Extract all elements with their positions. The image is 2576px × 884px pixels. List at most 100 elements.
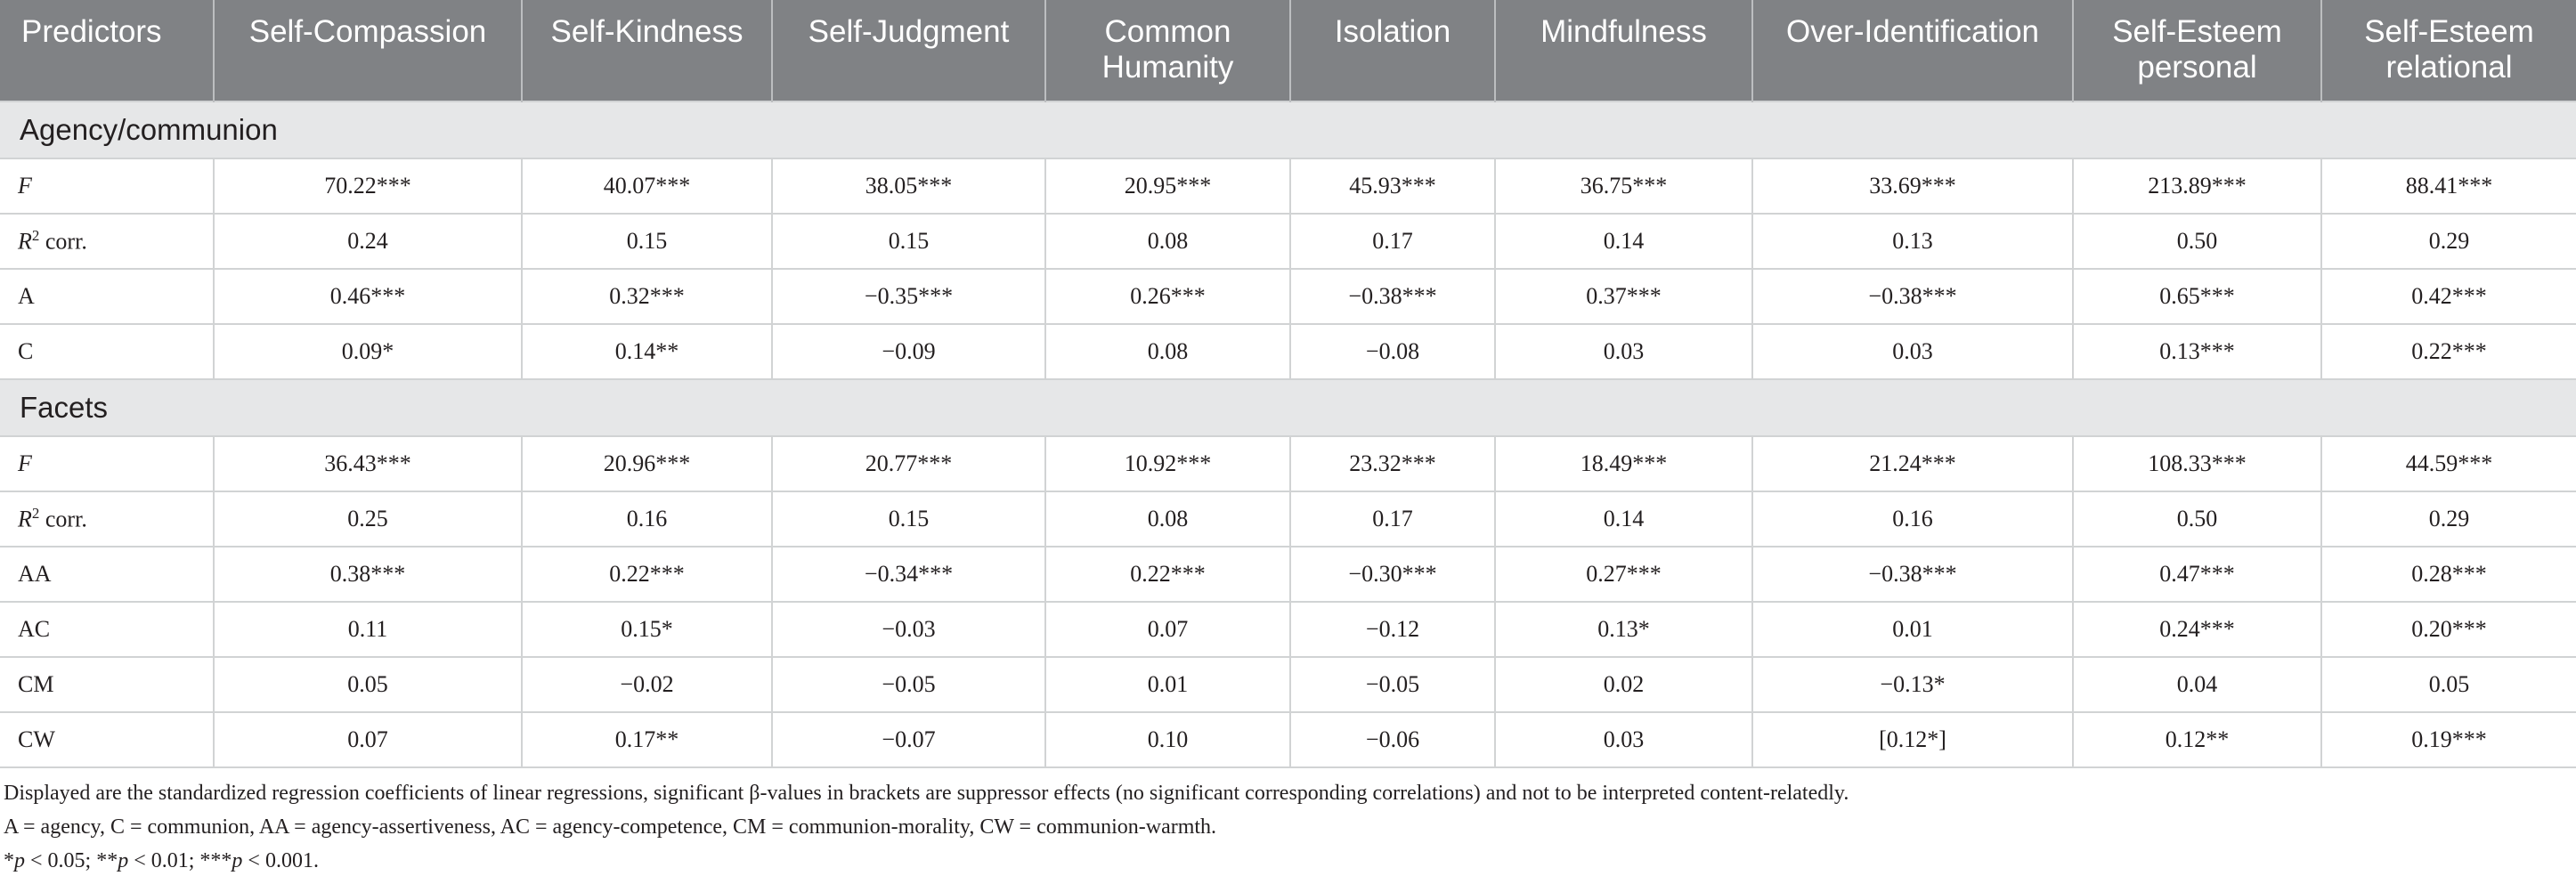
value-cell-over-identification: 0.01 — [1751, 602, 2073, 658]
r-squared-suffix: corr. — [39, 228, 87, 255]
value-cell-over-identification: −0.38*** — [1751, 269, 2073, 325]
value-cell-self-esteem-relational: 0.19*** — [2320, 712, 2576, 768]
value-cell-isolation: 45.93*** — [1289, 158, 1495, 215]
predictor-cell: AA — [0, 547, 214, 603]
header-self-esteem-personal: Self-Esteem personal — [2072, 0, 2321, 101]
sig-p: p — [118, 849, 129, 872]
predictor-label: AC — [18, 616, 51, 642]
value-cell-self-esteem-personal: 0.50 — [2072, 214, 2321, 270]
value-cell-self-judgment: −0.05 — [771, 657, 1045, 713]
value-cell-self-compassion: 0.07 — [213, 712, 522, 768]
value-cell-self-kindness: −0.02 — [521, 657, 772, 713]
table-row: AA 0.38*** 0.22*** −0.34*** 0.22*** −0.30*** 0… — [0, 547, 2576, 603]
value-cell-over-identification: 0.13 — [1751, 214, 2073, 270]
predictor-label: F — [18, 173, 32, 199]
predictor-cell: F — [0, 436, 214, 492]
predictor-cell: A — [0, 269, 214, 325]
value-cell-over-identification: −0.38*** — [1751, 547, 2073, 603]
value-cell-isolation: 23.32*** — [1289, 436, 1495, 492]
value-cell-self-esteem-relational: 0.28*** — [2320, 547, 2576, 603]
value-cell-self-esteem-personal: 0.47*** — [2072, 547, 2321, 603]
value-cell-isolation: −0.06 — [1289, 712, 1495, 768]
table-row: F 70.22*** 40.07*** 38.05*** 20.95*** 45.93**… — [0, 158, 2576, 215]
value-cell-mindfulness: 0.27*** — [1494, 547, 1752, 603]
value-cell-mindfulness: 36.75*** — [1494, 158, 1752, 215]
value-cell-self-compassion: 36.43*** — [213, 436, 522, 492]
value-cell-isolation: −0.05 — [1289, 657, 1495, 713]
value-cell-common-humanity: 0.01 — [1044, 657, 1290, 713]
value-cell-over-identification: −0.13* — [1751, 657, 2073, 713]
value-cell-self-kindness: 0.15* — [521, 602, 772, 658]
value-cell-common-humanity: 0.10 — [1044, 712, 1290, 768]
value-cell-isolation: −0.30*** — [1289, 547, 1495, 603]
value-cell-self-esteem-personal: 0.13*** — [2072, 324, 2321, 380]
value-cell-self-esteem-relational: 44.59*** — [2320, 436, 2576, 492]
value-cell-mindfulness: 0.03 — [1494, 712, 1752, 768]
value-cell-self-esteem-relational: 0.05 — [2320, 657, 2576, 713]
regression-results-table: Predictors Self-Compassion Self-Kindness… — [0, 0, 2576, 768]
header-mindfulness: Mindfulness — [1494, 0, 1752, 101]
value-cell-self-judgment: 20.77*** — [771, 436, 1045, 492]
value-cell-common-humanity: 0.08 — [1044, 214, 1290, 270]
value-cell-common-humanity: 0.22*** — [1044, 547, 1290, 603]
table-row: R2 corr. 0.25 0.16 0.15 0.08 0.17 0.14 0.16 0.50… — [0, 491, 2576, 547]
value-cell-self-judgment: 0.15 — [771, 214, 1045, 270]
value-cell-self-esteem-relational: 0.29 — [2320, 214, 2576, 270]
value-cell-self-judgment: −0.09 — [771, 324, 1045, 380]
predictor-cell: CW — [0, 712, 214, 768]
sig-p: p — [232, 849, 243, 872]
header-self-esteem-relational: Self-Esteem relational — [2320, 0, 2576, 101]
value-cell-over-identification: [0.12*] — [1751, 712, 2073, 768]
value-cell-over-identification: 21.24*** — [1751, 436, 2073, 492]
value-cell-self-esteem-relational: 0.22*** — [2320, 324, 2576, 380]
value-cell-self-judgment: −0.35*** — [771, 269, 1045, 325]
value-cell-self-esteem-personal: 108.33*** — [2072, 436, 2321, 492]
value-cell-self-compassion: 0.05 — [213, 657, 522, 713]
value-cell-self-judgment: −0.34*** — [771, 547, 1045, 603]
table-row: R2 corr. 0.24 0.15 0.15 0.08 0.17 0.14 0.13 0.50… — [0, 214, 2576, 270]
value-cell-self-esteem-personal: 0.12** — [2072, 712, 2321, 768]
value-cell-self-judgment: −0.07 — [771, 712, 1045, 768]
predictor-label: AA — [18, 561, 52, 587]
value-cell-self-kindness: 0.15 — [521, 214, 772, 270]
value-cell-common-humanity: 0.08 — [1044, 491, 1290, 547]
predictor-cell: AC — [0, 602, 214, 658]
value-cell-mindfulness: 0.14 — [1494, 491, 1752, 547]
sig-symbol: *** — [199, 849, 232, 872]
sig-symbol: ** — [96, 849, 118, 872]
predictor-cell: F — [0, 158, 214, 215]
table-body: Agency/communion F 70.22*** 40.07*** 38.05**… — [0, 101, 2576, 768]
value-cell-isolation: −0.38*** — [1289, 269, 1495, 325]
value-cell-isolation: −0.08 — [1289, 324, 1495, 380]
value-cell-isolation: 0.17 — [1289, 491, 1495, 547]
section-header-row: Facets — [0, 378, 2576, 437]
r-squared-suffix: corr. — [39, 506, 87, 532]
predictor-label: R — [18, 228, 32, 255]
value-cell-common-humanity: 20.95*** — [1044, 158, 1290, 215]
footnote-abbreviations: A = agency, C = communion, AA = agency-a… — [4, 815, 1217, 839]
r-squared-exponent: 2 — [31, 227, 40, 245]
value-cell-common-humanity: 0.26*** — [1044, 269, 1290, 325]
table-row: CM 0.05 −0.02 −0.05 0.01 −0.05 0.02 −0.13* 0.04 0… — [0, 657, 2576, 713]
sig-symbol: * — [4, 849, 14, 872]
value-cell-self-judgment: 38.05*** — [771, 158, 1045, 215]
value-cell-mindfulness: 18.49*** — [1494, 436, 1752, 492]
value-cell-mindfulness: 0.03 — [1494, 324, 1752, 380]
predictor-label: R — [18, 506, 32, 532]
predictor-label: CM — [18, 671, 54, 697]
value-cell-self-kindness: 20.96*** — [521, 436, 772, 492]
predictor-label: F — [18, 450, 32, 476]
predictor-label: C — [18, 338, 34, 364]
value-cell-self-esteem-personal: 213.89*** — [2072, 158, 2321, 215]
sig-threshold: < 0.001. — [242, 849, 319, 872]
predictor-cell: C — [0, 324, 214, 380]
value-cell-self-esteem-personal: 0.50 — [2072, 491, 2321, 547]
value-cell-self-compassion: 0.25 — [213, 491, 522, 547]
footnote-description: Displayed are the standardized regressio… — [4, 782, 1849, 805]
sig-threshold: < 0.01; — [128, 849, 200, 872]
predictor-label: A — [18, 283, 35, 309]
value-cell-self-compassion: 0.24 — [213, 214, 522, 270]
value-cell-over-identification: 0.16 — [1751, 491, 2073, 547]
value-cell-self-esteem-relational: 0.20*** — [2320, 602, 2576, 658]
value-cell-self-compassion: 0.11 — [213, 602, 522, 658]
